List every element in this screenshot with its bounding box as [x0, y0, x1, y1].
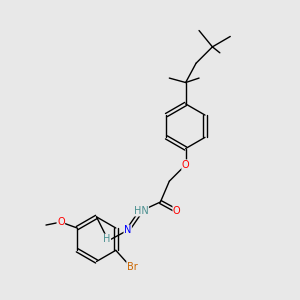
Text: O: O: [57, 217, 65, 227]
Text: O: O: [182, 160, 190, 170]
Text: HN: HN: [134, 206, 148, 216]
Text: H: H: [103, 234, 111, 244]
Text: Br: Br: [127, 262, 137, 272]
Text: N: N: [124, 225, 131, 235]
Text: O: O: [173, 206, 181, 216]
